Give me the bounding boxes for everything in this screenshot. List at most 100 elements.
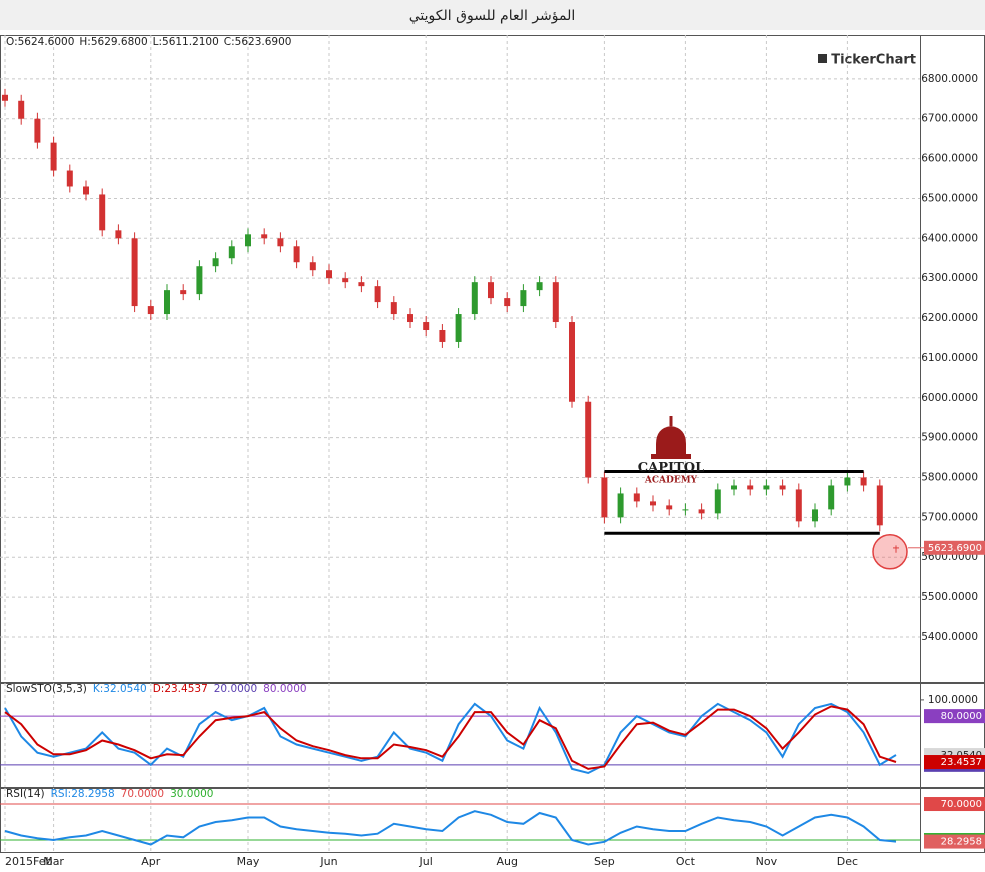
y-tick-label: 6000.0000: [921, 392, 978, 404]
value-box-label: 5623.6900: [928, 543, 982, 554]
candle-body: [536, 282, 543, 291]
candle-body: [245, 234, 251, 247]
ohlc-label: O:5624.6000: [6, 36, 74, 48]
candle-body: [650, 501, 656, 506]
candle-body: [893, 547, 899, 549]
candle-body: [585, 401, 592, 478]
candle-body: [196, 266, 203, 295]
candle-body: [601, 477, 608, 518]
x-tick-label: Apr: [141, 855, 161, 868]
legend-entry: D:23.4537: [153, 683, 208, 695]
x-tick-label: Oct: [676, 855, 696, 868]
x-tick-label: Jul: [419, 855, 433, 868]
candle-body: [261, 234, 268, 239]
candle-body: [180, 290, 187, 295]
candle-body: [131, 238, 138, 307]
indicator-name: RSI(14): [6, 788, 45, 800]
candle-body: [34, 118, 41, 143]
candle-body: [666, 505, 673, 510]
candle-body: [455, 314, 462, 342]
candle-body: [633, 493, 640, 502]
candle-body: [617, 493, 624, 518]
panel-frame: [0, 683, 985, 788]
level-legend: 80.0000: [263, 683, 306, 695]
window-title: المؤشر العام للسوق الكويتي: [409, 8, 576, 24]
candle-body: [277, 238, 284, 247]
ohlc-label: L:5611.2100: [153, 36, 219, 48]
y-tick-label: 6300.0000: [921, 272, 978, 284]
candle-body: [164, 290, 170, 315]
value-box: [924, 709, 985, 724]
candle-body: [358, 282, 365, 287]
value-box-label: 23.4537: [941, 757, 982, 768]
value-box: [924, 755, 985, 770]
level-legend: 30.0000: [170, 788, 213, 800]
candle-body: [309, 262, 316, 271]
level-legend: 70.0000: [121, 788, 164, 800]
level-legend: 20.0000: [214, 683, 257, 695]
y-tick-label: 5700.0000: [921, 511, 978, 523]
candle-body: [50, 142, 57, 171]
value-box-label: 80.0000: [941, 711, 982, 722]
candle-body: [2, 94, 8, 101]
candle-body: [66, 170, 73, 187]
x-tick-label: Jun: [319, 855, 337, 868]
candle-body: [860, 477, 867, 486]
logo-title: CAPITOL: [638, 461, 704, 476]
value-box: [924, 797, 985, 812]
y-tick-label: 6600.0000: [921, 153, 978, 165]
candle-body: [374, 286, 381, 303]
x-tick-label: May: [237, 855, 260, 868]
x-tick-label: Sep: [594, 855, 615, 868]
candle-body: [439, 329, 446, 342]
ohlc-label: C:5623.6900: [224, 36, 292, 48]
candle-body: [390, 302, 397, 315]
value-box-label: 28.2958: [941, 837, 982, 848]
value-box: [924, 540, 985, 555]
candle-body: [407, 314, 413, 323]
candle-body: [828, 485, 835, 510]
candle-body: [698, 509, 705, 514]
y-tick-label: 6800.0000: [921, 73, 978, 85]
brand-logo: TickerChart: [831, 53, 916, 68]
candle-body: [342, 278, 349, 283]
y-tick-label: 6400.0000: [921, 232, 978, 244]
candle-body: [747, 485, 754, 490]
title-bar: [0, 0, 985, 30]
y-tick-label: 6500.0000: [921, 192, 978, 204]
candle-body: [844, 477, 851, 486]
logo-base: [651, 454, 691, 459]
value-box: [924, 834, 985, 849]
x-tick-label: Dec: [837, 855, 858, 868]
candle-body: [552, 282, 559, 323]
candle-body: [83, 186, 89, 195]
legend-entry: K:32.0540: [93, 683, 147, 695]
x-tick-label: 2015Feb: [5, 855, 52, 868]
brand-icon: [818, 54, 827, 63]
logo-dome: [656, 426, 686, 458]
indicator-line: [4, 810, 897, 846]
candle-body: [488, 282, 494, 299]
legend-entry: RSI:28.2958: [51, 788, 115, 800]
candle-body: [212, 258, 219, 267]
y-tick-label: 6700.0000: [921, 113, 978, 125]
candle-body: [812, 509, 818, 522]
candle-body: [115, 230, 122, 239]
candle-body: [714, 489, 721, 514]
candle-body: [731, 485, 737, 490]
candle-body: [423, 322, 430, 330]
indicator-name: SlowSTO(3,5,3): [6, 683, 87, 695]
candle-body: [228, 246, 235, 259]
highlight-circle: [872, 534, 908, 570]
y-tick-label: 5900.0000: [921, 432, 978, 444]
candle-body: [504, 298, 511, 307]
candle-body: [326, 270, 332, 279]
candle-body: [569, 322, 575, 402]
y-tick-label: 5500.0000: [921, 591, 978, 603]
indicator-line: [4, 702, 897, 775]
candle-body: [293, 246, 300, 263]
logo-subtitle: ACADEMY: [644, 476, 698, 486]
y-tick-label: 6100.0000: [921, 352, 978, 364]
